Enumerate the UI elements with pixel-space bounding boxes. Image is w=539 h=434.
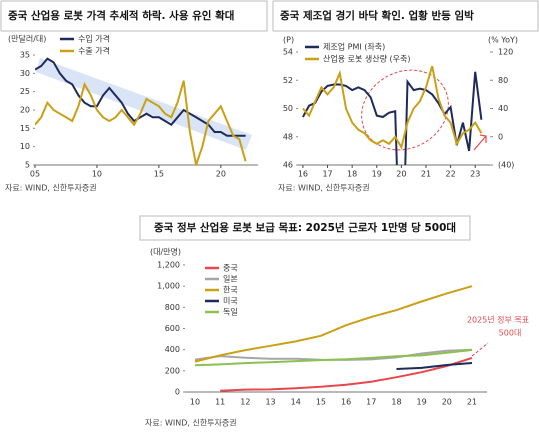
arrow xyxy=(473,134,487,151)
x-tick-label: 17 xyxy=(322,170,332,179)
y-tick-label: 5 xyxy=(25,161,30,170)
chart-title: 중국 정부 산업용 로봇 보급 목표: 2025년 근로자 1만명 당 500대 xyxy=(154,221,456,234)
x-tick-label: 12 xyxy=(240,398,250,407)
y-tick-label: 1,000 xyxy=(157,282,180,291)
legend-label: 한국 xyxy=(223,286,238,295)
y-tick-label: 54 xyxy=(283,48,293,57)
x-tick-label: 23 xyxy=(470,170,480,179)
legend-label: 미국 xyxy=(223,297,238,306)
y-tick-label: 50 xyxy=(283,104,293,113)
series-line xyxy=(396,362,473,370)
x-tick-label: 21 xyxy=(467,398,477,407)
legend-label: 독일 xyxy=(223,308,238,317)
legend-label: 수입 가격 xyxy=(78,34,110,44)
x-tick-label: 14 xyxy=(291,398,301,407)
arrow xyxy=(471,342,489,357)
axis-label: (% YoY) xyxy=(488,36,518,45)
series-line xyxy=(35,57,246,137)
title-box xyxy=(0,0,268,32)
x-tick-label: 21 xyxy=(421,170,431,179)
x-tick-label: 10 xyxy=(190,398,200,407)
series-line xyxy=(220,356,473,392)
y-tick-label: 30 xyxy=(20,69,30,78)
highlight-ellipse xyxy=(361,69,449,151)
series-line xyxy=(194,349,473,367)
x-tick-label: 20 xyxy=(396,170,406,179)
annotation: 500대 xyxy=(499,329,522,338)
series-line xyxy=(302,71,483,165)
y2-tick-label: 40 xyxy=(498,104,508,113)
y-tick-label: 10 xyxy=(20,142,30,151)
legend-label: 일본 xyxy=(223,275,238,284)
y2-tick-label: 120 xyxy=(498,48,513,57)
x-tick-label: 16 xyxy=(298,170,308,179)
x-tick-label: 19 xyxy=(417,398,427,407)
x-tick-label: 16 xyxy=(341,398,351,407)
series-line xyxy=(302,65,483,150)
x-tick-label: 17 xyxy=(366,398,376,407)
title-box xyxy=(272,0,539,32)
x-tick-label: 13 xyxy=(265,398,275,407)
x-tick-label: 15 xyxy=(316,398,326,407)
chart-title: 중국 제조업 경기 바닥 확인. 업황 반등 임박 xyxy=(280,9,474,22)
axis-label: (대/만명) xyxy=(150,247,181,257)
x-tick-label: 20 xyxy=(442,398,452,407)
annotation: 2025년 정부 목표 xyxy=(467,315,529,325)
legend-label: 산업용 로봇 생산량 (우축) xyxy=(323,54,410,64)
y2-tick-label: (40) xyxy=(498,161,514,170)
y2-tick-label: 0 xyxy=(498,132,503,141)
y-tick-label: 15 xyxy=(20,124,30,133)
x-tick-label: 11 xyxy=(215,398,225,407)
x-tick-label: 19 xyxy=(372,170,382,179)
y-tick-label: 52 xyxy=(283,76,293,85)
y2-tick-label: 80 xyxy=(498,76,508,85)
title-box xyxy=(139,215,471,241)
series-line xyxy=(35,80,247,165)
y-tick-label: 1,200 xyxy=(157,261,180,270)
chart-title: 중국 산업용 로봇 가격 추세적 하락. 사용 유인 확대 xyxy=(8,9,234,22)
series-line xyxy=(194,285,473,363)
y-tick-label: 600 xyxy=(165,324,180,333)
legend-label: 수출 가격 xyxy=(78,46,110,56)
y-tick-label: 400 xyxy=(165,345,180,354)
source: 자료: WIND, 신한투자증권 xyxy=(5,183,97,193)
x-tick-label: 18 xyxy=(347,170,357,179)
y-tick-label: 20 xyxy=(20,106,30,115)
x-tick-label: 22 xyxy=(446,170,456,179)
source: 자료: WIND, 신한투자증권 xyxy=(278,183,370,193)
x-tick-label: 15 xyxy=(154,170,164,179)
y-tick-label: 200 xyxy=(165,366,180,375)
legend-label: 중국 xyxy=(223,264,238,273)
x-tick-label: 18 xyxy=(391,398,401,407)
x-tick-label: 20 xyxy=(216,170,226,179)
y-tick-label: 35 xyxy=(20,51,30,60)
axis-label: (P) xyxy=(283,36,294,45)
source: 자료: WIND, 신한투자증권 xyxy=(145,418,237,428)
y-tick-label: 800 xyxy=(165,303,180,312)
y-tick-label: 46 xyxy=(283,161,293,170)
x-tick-label: 05 xyxy=(30,170,40,179)
axis-label: (만달러/대) xyxy=(8,35,46,44)
y-tick-label: 0 xyxy=(175,388,180,397)
y-tick-label: 25 xyxy=(20,87,30,96)
y-tick-label: 48 xyxy=(283,132,293,141)
x-tick-label: 10 xyxy=(92,170,102,179)
legend-label: 제조업 PMI (좌축) xyxy=(323,43,385,52)
